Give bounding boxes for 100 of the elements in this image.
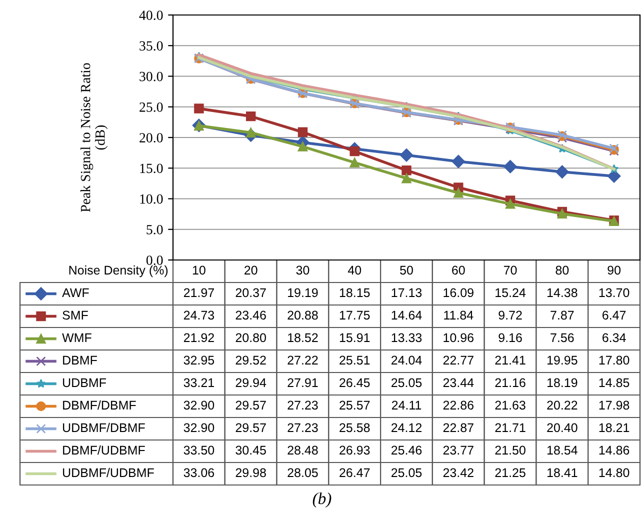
data-label: 21.92 (184, 333, 214, 342)
data-label: 29.52 (236, 356, 266, 365)
data-label: 23.46 (236, 310, 266, 320)
data-label: 22.77 (443, 356, 474, 364)
data-label: 14.80 (599, 468, 630, 478)
data-label: 32.90 (184, 400, 214, 410)
data-label: 11.84 (444, 310, 474, 320)
data-label: 25.58 (340, 423, 370, 432)
data-label: 27.91 (288, 378, 318, 388)
legend-label: UDBMF/DBMF (62, 422, 145, 432)
legend-label: WMF (62, 333, 92, 342)
data-label: 18.52 (288, 333, 318, 342)
data-label: 21.41 (495, 356, 526, 364)
y-tick-label: 20.0 (140, 133, 163, 143)
data-label: 17.13 (392, 288, 422, 298)
data-label: 27.23 (288, 400, 318, 410)
data-label: 26.45 (340, 378, 370, 388)
data-label: 17.98 (599, 400, 630, 410)
data-label: 23.77 (443, 446, 474, 455)
data-label: 32.90 (184, 423, 214, 432)
data-label: 26.47 (340, 468, 370, 478)
data-label: 17.75 (340, 310, 370, 320)
data-label: 9.72 (498, 310, 522, 320)
data-label: 24.11 (392, 400, 422, 410)
x-tick-label: 30 (296, 266, 310, 275)
legend-label: DBMF (63, 356, 97, 364)
data-label: 17.80 (599, 356, 630, 365)
data-label: 6.34 (602, 333, 626, 342)
data-label: 25.51 (340, 356, 370, 365)
data-label: 7.87 (550, 310, 574, 320)
y-tick-label: 10.0 (140, 194, 163, 204)
data-label: 20.40 (547, 423, 578, 432)
text: (b) (312, 492, 332, 508)
y-tick-label: 5.0 (146, 224, 163, 234)
data-label: 20.80 (236, 333, 266, 342)
data-label: 29.57 (236, 400, 266, 410)
y-tick-label: 40.0 (139, 10, 163, 20)
data-label: 22.86 (443, 400, 474, 410)
data-label: 33.06 (184, 468, 214, 478)
data-label: 21.63 (495, 400, 526, 410)
x-tick-label: 60 (452, 266, 465, 275)
data-label: 20.22 (547, 400, 578, 410)
x-axis-title: Noise Density (%) (69, 265, 168, 278)
data-label: 25.05 (391, 468, 422, 478)
data-label: 21.97 (184, 288, 214, 298)
data-label: 20.37 (236, 288, 266, 298)
data-label: 29.94 (236, 378, 266, 388)
data-label: 14.38 (547, 288, 578, 298)
legend-label: AWF (62, 288, 89, 297)
data-label: 22.87 (443, 423, 474, 432)
data-label: 13.70 (599, 288, 630, 298)
data-label: 28.48 (288, 446, 318, 455)
data-label: 27.23 (288, 423, 318, 432)
data-label: 30.45 (236, 446, 266, 455)
data-label: 23.44 (443, 378, 474, 388)
data-label: 19.95 (547, 356, 578, 365)
data-label: 15.91 (340, 333, 370, 342)
data-label: 6.47 (602, 310, 626, 320)
y-tick-label: 35.0 (140, 41, 163, 51)
x-tick-label: 40 (348, 266, 362, 275)
data-label: 18.15 (340, 288, 370, 298)
x-tick-label: 90 (608, 266, 621, 275)
data-label: 21.50 (495, 446, 526, 455)
data-label: 18.21 (599, 423, 630, 432)
y-tick-label: 15.0 (140, 164, 163, 174)
data-label: 14.86 (599, 446, 630, 455)
y-axis-title: Peak Signal to Noise Ratio (dB) (80, 63, 108, 212)
data-label: 7.56 (550, 333, 574, 342)
data-label: 19.19 (288, 288, 318, 298)
data-label: 29.57 (236, 423, 266, 432)
data-label: 14.85 (599, 378, 630, 388)
data-label: 25.57 (340, 400, 370, 410)
y-tick-label: 30.0 (140, 72, 163, 82)
data-label: 9.16 (498, 333, 522, 342)
legend-label: UDBMF/UDBMF (62, 468, 154, 478)
data-label: 21.25 (495, 468, 526, 478)
data-label: 25.05 (391, 378, 422, 388)
x-tick-label: 80 (556, 266, 569, 275)
data-label: 26.93 (340, 446, 370, 455)
x-tick-label: 20 (244, 266, 258, 275)
data-label: 21.71 (495, 423, 526, 432)
data-label: 18.54 (547, 446, 578, 455)
data-label: 24.12 (391, 423, 422, 432)
data-label: 23.42 (443, 468, 474, 478)
legend-label: DBMF/UDBMF (63, 445, 145, 455)
data-label: 10.96 (444, 333, 474, 342)
data-label: 15.24 (496, 288, 526, 298)
data-label: 29.98 (236, 468, 266, 478)
x-tick-label: 70 (504, 266, 517, 275)
data-label: 27.22 (288, 356, 318, 364)
y-tick-label: 25.0 (140, 102, 163, 112)
data-label: 18.41 (547, 468, 578, 478)
x-tick-label: 50 (400, 266, 413, 275)
data-label: 16.09 (444, 288, 474, 298)
legend-label: DBMF/DBMF (63, 400, 136, 410)
data-label: 32.95 (184, 356, 214, 365)
data-label: 18.19 (547, 378, 578, 388)
data-label: 24.73 (184, 310, 214, 320)
x-tick-label: 10 (192, 266, 206, 275)
data-label: 24.04 (391, 356, 422, 365)
